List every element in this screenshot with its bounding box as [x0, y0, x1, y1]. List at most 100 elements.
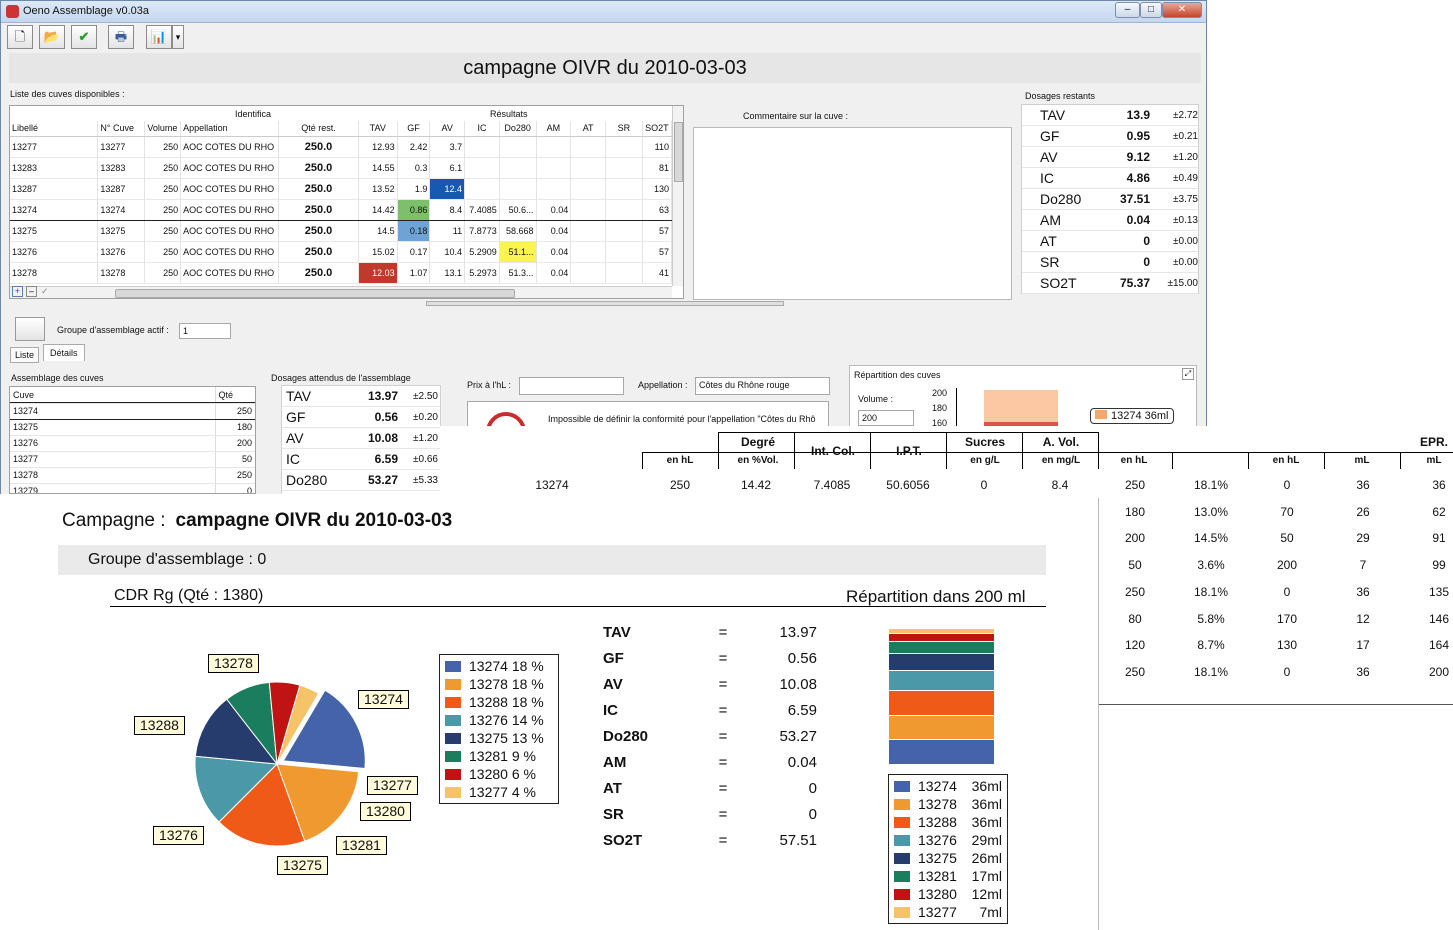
legend-text: 13276 14 % [469, 712, 544, 728]
cuve-cell: 6.1 [429, 157, 466, 179]
cuve-row[interactable]: 13276 13276 250 AOC COTES DU RHO 250.0 15.02 0… [10, 241, 673, 263]
validate-check-icon[interactable]: ✔ [71, 25, 97, 49]
appellation-label: Appellation : [638, 380, 688, 390]
report-list-cell: 200 [1124, 531, 1146, 546]
report-list: 250 18.1% 0 36 36 180 13.0% 70 26 62 200 14.5% 50 29 9… [1098, 478, 1453, 930]
col-header-0[interactable]: Libellé [10, 121, 99, 137]
tick-200: 200 [932, 388, 948, 398]
report-list-cell: 250 [1124, 664, 1146, 679]
vertical-scrollbar[interactable] [672, 106, 683, 286]
col-header-9[interactable]: Do280 [499, 121, 537, 137]
dosage-s: ±0.49 [1173, 172, 1198, 184]
cuve-row[interactable]: 13274 13274 250 AOC COTES DU RHO 250.0 14.42 0… [10, 198, 673, 221]
print-icon[interactable]: 🖶 [108, 25, 134, 49]
asm-row[interactable]: 13279 0 [10, 483, 255, 493]
asm-col-header[interactable]: Cuve [10, 387, 215, 404]
cuve-row[interactable]: 13287 13287 250 AOC COTES DU RHO 250.0 13.52 1… [10, 178, 673, 200]
cuve-cell: 13277 [97, 136, 146, 158]
bar-segment-13281 [889, 640, 994, 653]
tab-details[interactable]: Détails [43, 344, 85, 361]
rule [718, 432, 719, 469]
cuve-row[interactable]: 13278 13278 250 AOC COTES DU RHO 250.0 12.03 1… [10, 262, 673, 284]
new-file-icon[interactable]: 🗋 [7, 25, 33, 49]
volume-input[interactable]: 200 [858, 410, 914, 426]
result-row-at: AT = 0 [603, 780, 817, 797]
col-header-4[interactable]: Qté rest. [278, 121, 359, 137]
legend-swatch [894, 798, 910, 810]
scroll-thumb[interactable] [115, 289, 515, 298]
groupe-select[interactable]: 1 [179, 323, 231, 339]
rule [870, 432, 871, 469]
col-header-13[interactable]: SO2T [642, 121, 673, 137]
pie-legend-item: 13280 6 % [445, 765, 553, 783]
maximize-button[interactable]: □ [1140, 2, 1162, 18]
legend-text: 13280 6 % [469, 766, 536, 782]
asm-row[interactable]: 13275 180 [10, 419, 255, 436]
appellation-select[interactable]: Côtes du Rhône rouge [695, 377, 830, 395]
new-group-icon[interactable] [15, 317, 45, 341]
confirm-row-icon[interactable]: ✓ [41, 286, 49, 296]
report-list-cell: 18.1% [1193, 664, 1229, 679]
splitter-handle[interactable] [426, 301, 784, 306]
pie-label-13274: 13274 [358, 690, 409, 709]
asm-row[interactable]: 13274 250 [10, 402, 255, 420]
legend-swatch [445, 750, 461, 762]
cuve-cell: 51.1... [499, 241, 537, 263]
cuve-cell: 14.5 [358, 220, 398, 242]
vscroll-thumb[interactable] [674, 122, 683, 182]
panel-collapse-icon[interactable]: ⤢ [1182, 368, 1194, 380]
cuve-cell: 250.0 [278, 178, 359, 200]
assemblage-grid[interactable]: Cuve Qté 13274 250 13275 180 13276 200 13277 50 13… [9, 386, 256, 494]
col-header-2[interactable]: Volume [144, 121, 182, 137]
report-list-cell: 146 [1428, 611, 1450, 626]
horizontal-scrollbar[interactable]: + – ✓ [10, 286, 672, 298]
cuve-row[interactable]: 13283 13283 250 AOC COTES DU RHO 250.0 14.55 0… [10, 157, 673, 179]
col-header-12[interactable]: SR [605, 121, 643, 137]
chart-icon[interactable]: 📊 [146, 25, 172, 49]
cuve-cell: 12.4 [429, 178, 466, 200]
pie-legend-item: 13288 18 % [445, 693, 553, 711]
cuve-cell: 14.55 [358, 157, 398, 179]
legend-swatch [445, 786, 461, 798]
cuve-row[interactable]: 13277 13277 250 AOC COTES DU RHO 250.0 12.93 2… [10, 136, 673, 158]
col-header-3[interactable]: Appellation [180, 121, 280, 137]
asm-cell: 13277 [10, 451, 215, 468]
cuve-cell: 130 [642, 178, 673, 200]
add-row-icon[interactable]: + [12, 286, 23, 297]
cuve-cell: 7.8773 [464, 220, 500, 242]
col-sucres: Sucres [964, 435, 1006, 449]
col-header-5[interactable]: TAV [358, 121, 398, 137]
col-header-1[interactable]: N° Cuve [97, 121, 146, 137]
pie-legend-item: 13278 18 % [445, 675, 553, 693]
cuves-grid[interactable]: Identifica Résultats Libellé N° Cuve Volum… [9, 105, 684, 299]
col-header-8[interactable]: IC [464, 121, 500, 137]
col-header-10[interactable]: AM [536, 121, 572, 137]
bar-segment-13275 [889, 652, 994, 671]
groupe-label: Groupe d'assemblage actif : [57, 325, 169, 335]
dosage-n: GF [286, 409, 306, 425]
legend-text: 13278 18 % [469, 676, 544, 692]
tab-liste[interactable]: Liste [10, 347, 40, 363]
chart-dropdown-icon[interactable]: ▾ [172, 25, 184, 49]
prix-input[interactable] [519, 377, 624, 395]
close-button[interactable]: ✕ [1162, 2, 1202, 18]
open-folder-icon[interactable]: 📂 [39, 25, 65, 49]
asm-row[interactable]: 13278 250 [10, 467, 255, 484]
minimize-button[interactable]: – [1115, 2, 1140, 18]
comment-textarea[interactable] [693, 127, 1012, 300]
legend-val: 29ml [971, 832, 1002, 848]
remove-row-icon[interactable]: – [26, 286, 37, 297]
cuve-cell: 58.668 [499, 220, 537, 242]
window-title: Oeno Assemblage v0.03a [23, 5, 149, 17]
col-header-11[interactable]: AT [570, 121, 606, 137]
cuve-cell: 0.04 [536, 220, 572, 242]
asm-row[interactable]: 13276 200 [10, 435, 255, 452]
dosage-row-do280: Do280 37.51 ±3.75 [1022, 189, 1198, 210]
col-header-6[interactable]: GF [397, 121, 431, 137]
asm-row[interactable]: 13277 50 [10, 451, 255, 468]
cuve-row[interactable]: 13275 13275 250 AOC COTES DU RHO 250.0 14.5 0.… [10, 220, 673, 242]
col-header-7[interactable]: AV [429, 121, 466, 137]
report-list-cell: 0 [1283, 584, 1291, 599]
report-first-cell: 50.6056 [886, 478, 930, 492]
asm-col-header[interactable]: Qté [214, 387, 255, 404]
